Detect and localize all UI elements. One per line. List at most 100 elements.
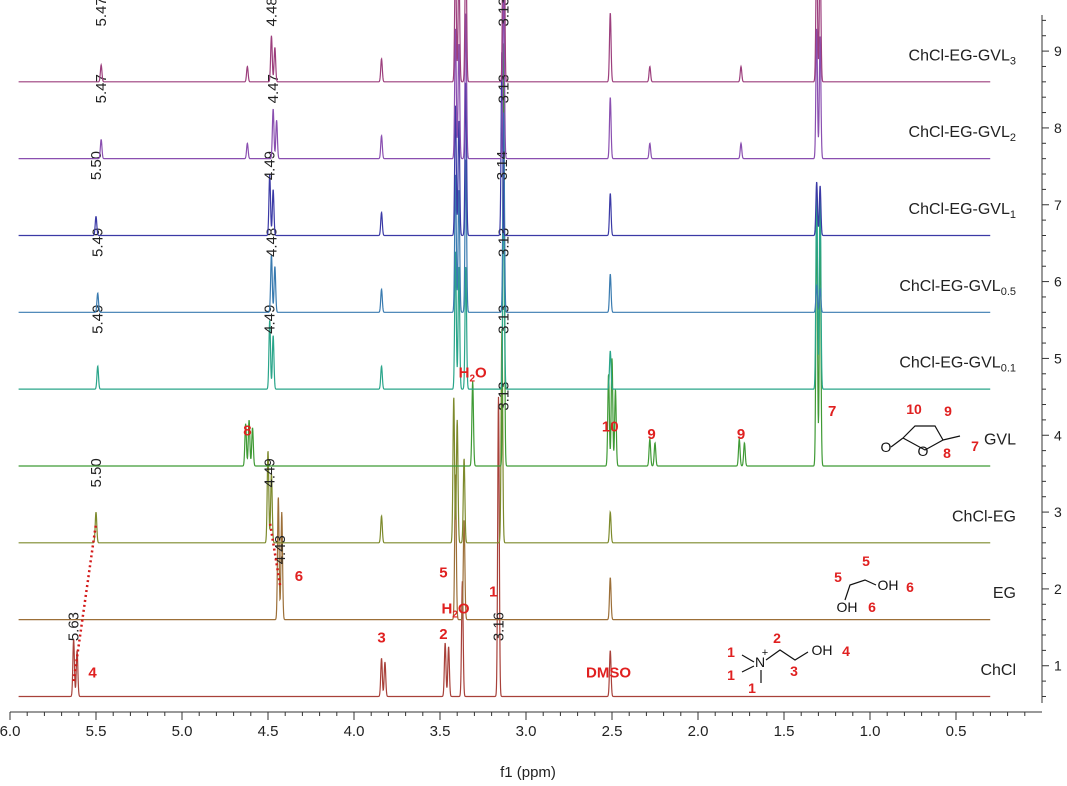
peak-assignment-label: 8 <box>243 422 251 439</box>
structure-position-label: 7 <box>971 438 979 454</box>
peak-assignment-label: 10 <box>602 418 619 435</box>
spectrum-8: ChCl-EG-GVL3 5.47 4.48 3.13 <box>18 0 1016 83</box>
bond <box>741 665 755 673</box>
bond <box>890 437 904 448</box>
peak-shift-label: 5.49 <box>90 228 107 257</box>
peak-assignment-label: 3 <box>377 630 385 647</box>
series-label: ChCl-EG-GVL1 <box>909 201 1016 221</box>
peak-shift-label: 3.13 <box>496 381 513 410</box>
peak-shift-label: 4.47 <box>265 74 282 103</box>
x-tick-label: 6.0 <box>0 723 20 740</box>
spectrum-trace <box>18 52 991 237</box>
spectrum-trace <box>18 0 991 160</box>
peak-shift-label: 3.14 <box>494 151 511 180</box>
structure-position-label: 6 <box>868 599 876 615</box>
y-tick-label: 9 <box>1054 43 1062 59</box>
peak-shift-label: 5.47 <box>93 0 110 27</box>
peak-assignment-label: H2O <box>441 600 469 620</box>
y-tick-label: 6 <box>1054 274 1062 290</box>
y-tick-label: 2 <box>1054 581 1062 597</box>
peak-assignment-label: 9 <box>737 426 745 443</box>
series-label: ChCl-EG-GVL0.5 <box>899 278 1016 298</box>
peak-shift-label: 3.16 <box>490 612 507 641</box>
x-tick-label: 4.5 <box>258 723 279 740</box>
series-label: ChCl <box>980 662 1016 679</box>
series-name: ChCl-EG-GVL <box>909 201 1010 218</box>
peak-shift-label: 4.48 <box>263 228 280 257</box>
spectrum-trace <box>18 474 991 621</box>
peak-shift-label: 5.50 <box>88 458 105 487</box>
bond <box>844 579 877 601</box>
series-label: ChCl-EG-GVL0.1 <box>899 355 1016 375</box>
spectrum-trace <box>18 112 991 313</box>
y-tick-label: 3 <box>1054 504 1062 520</box>
peak-shift-label: 4.48 <box>263 0 280 27</box>
x-tick-label: 5.0 <box>172 723 193 740</box>
bond <box>942 435 961 441</box>
correlation-dotted-line <box>268 521 282 586</box>
series-label: ChCl-EG <box>952 508 1016 525</box>
x-tick-label: 3.0 <box>516 723 537 740</box>
x-tick-label: 1.5 <box>774 723 795 740</box>
x-tick-label: 1.0 <box>860 723 881 740</box>
structure-position-label: 9 <box>944 403 952 419</box>
spectrum-trace <box>18 0 991 83</box>
x-tick-label: 0.5 <box>946 723 967 740</box>
series-name: ChCl-EG-GVL <box>909 124 1010 141</box>
structure-position-label: 4 <box>842 643 850 659</box>
y-tick-label: 1 <box>1054 658 1062 674</box>
peak-shift-label: 5.49 <box>90 305 107 334</box>
bond <box>902 425 944 451</box>
peak-shift-label: 3.13 <box>496 305 513 334</box>
series-name: ChCl-EG <box>952 508 1016 525</box>
structure-position-label: 5 <box>834 569 842 585</box>
series-label: ChCl-EG-GVL3 <box>909 47 1016 67</box>
peak-shift-label: 4.49 <box>262 458 279 487</box>
structure-position-label: 8 <box>943 445 951 461</box>
x-axis-title: f1 (ppm) <box>500 764 556 781</box>
structure-position-label: 6 <box>906 579 914 595</box>
structure-atom-label: O <box>881 439 892 455</box>
series-name: EG <box>993 585 1016 602</box>
series-name-subscript: 2 <box>1010 132 1016 144</box>
structure-atom-label: OH <box>812 642 833 658</box>
series-name-subscript: 0.1 <box>1001 363 1016 375</box>
y-tick-label: 4 <box>1054 427 1062 443</box>
structure-atom-label: N <box>755 654 765 670</box>
y-tick-label: 5 <box>1054 350 1062 366</box>
structure-position-label: 1 <box>748 680 756 696</box>
structure-eg: OH OH 5 5 6 6 <box>834 553 914 615</box>
series-label: GVL <box>984 431 1016 448</box>
series-name-subscript: 1 <box>1010 209 1016 221</box>
structure-position-label: 1 <box>727 644 735 660</box>
structure-atom-label: OH <box>837 599 858 615</box>
x-tick-label: 5.5 <box>86 723 107 740</box>
spectrum-trace <box>18 396 991 698</box>
x-tick-label: 2.5 <box>602 723 623 740</box>
peak-assignment-label: 2 <box>439 626 447 643</box>
series-name: ChCl-EG-GVL <box>909 47 1010 64</box>
structure-atom-label: OH <box>878 577 899 593</box>
peak-shift-label: 4.49 <box>262 151 279 180</box>
structure-position-label: 3 <box>790 663 798 679</box>
bond <box>765 649 809 661</box>
x-tick-label: 3.5 <box>430 723 451 740</box>
peak-shift-label: 3.13 <box>496 0 513 27</box>
structure-position-label: 1 <box>727 667 735 683</box>
structure-atom-label: + <box>762 647 768 659</box>
structure-gvl: O O 10 9 7 8 <box>881 401 980 461</box>
x-tick-label: 2.0 <box>688 723 709 740</box>
peak-assignment-label: 4 <box>88 664 97 681</box>
series-label: EG <box>993 585 1016 602</box>
series-name: ChCl-EG-GVL <box>899 355 1000 372</box>
peak-assignment-label: H2O <box>459 365 487 385</box>
structure-position-label: 10 <box>906 401 922 417</box>
series-name: ChCl <box>980 662 1016 679</box>
peak-assignment-label: DMSO <box>586 664 631 681</box>
